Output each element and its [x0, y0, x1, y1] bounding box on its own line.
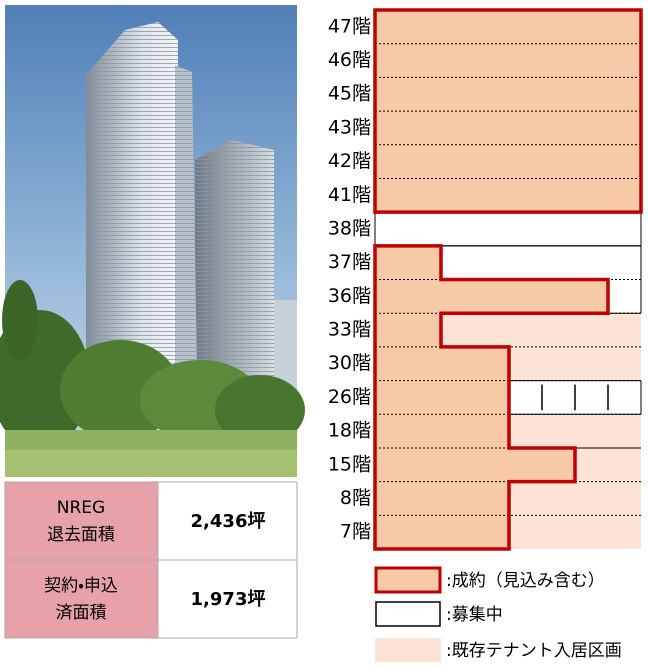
body: NREG 退去面積 2,436坪 契約・申込 済面積 1,973坪 47階 46階… [0, 0, 648, 664]
table-value: 2,436坪 [191, 511, 266, 532]
vacant-area [441, 246, 641, 280]
floor-label: 7階 [340, 521, 371, 543]
contracted-area [375, 280, 608, 314]
contracted-area [375, 482, 509, 516]
contracted-area [375, 44, 641, 78]
contracted-area [375, 381, 509, 415]
contracted-area [375, 145, 641, 179]
contracted-area [375, 448, 575, 482]
floor-label: 18階 [328, 420, 371, 442]
contracted-area [375, 414, 509, 448]
table-label: NREG [57, 498, 105, 518]
table-value: 1,973坪 [191, 589, 266, 610]
floor-label: 33階 [328, 319, 371, 341]
floor-label: 46階 [328, 49, 371, 71]
legend-swatch [376, 568, 440, 592]
legend-label: :募集中 [446, 605, 503, 625]
existing-tenant-area [509, 414, 641, 448]
table-label: 契約・申込 [44, 576, 118, 596]
table-cell [5, 560, 158, 638]
contracted-area [375, 111, 641, 145]
vacant-area [375, 212, 641, 246]
floor-label: 15階 [328, 453, 371, 475]
figure: NREG 退去面積 2,436坪 契約・申込 済面積 1,973坪 47階 46階… [0, 0, 648, 664]
floor-label: 45階 [328, 83, 371, 105]
existing-tenant-area [509, 515, 641, 549]
contracted-area [375, 313, 441, 347]
floor-label: 30階 [328, 352, 371, 374]
floor-label: 37階 [328, 251, 371, 273]
vacant-area [608, 280, 641, 314]
legend: :成約（見込み含む） :募集中 :既存テナント入居区画 [375, 568, 622, 662]
table-cell [5, 482, 158, 560]
building-photo [0, 5, 305, 477]
contracted-area [375, 246, 441, 280]
existing-tenant-area [509, 347, 641, 381]
legend-label: :既存テナント入居区画 [446, 641, 622, 661]
floor-label: 8階 [340, 487, 371, 509]
floor-label: 36階 [328, 285, 371, 307]
floor-label: 38階 [328, 217, 371, 239]
existing-tenant-area [509, 482, 641, 516]
contracted-area [375, 347, 509, 381]
floor-diagram: 47階 46階 45階 43階 42階 41階 38階 37階 36階 33階 30階 26階 18階 1… [328, 10, 641, 549]
contracted-area [375, 515, 509, 549]
floor-label: 42階 [328, 150, 371, 172]
floor-label: 41階 [328, 184, 371, 206]
legend-swatch [375, 638, 441, 662]
legend-swatch [376, 602, 440, 626]
existing-tenant-area [441, 313, 641, 347]
contracted-area [375, 178, 641, 212]
legend-label: :成約（見込み含む） [446, 571, 605, 591]
floor-label: 43階 [328, 116, 371, 138]
table-label: 退去面積 [47, 525, 115, 545]
page: Floor status {"table": {"rows": [ {"labe… [0, 0, 648, 664]
existing-tenant-area [575, 448, 641, 482]
contracted-area [375, 77, 641, 111]
floor-label: 26階 [328, 386, 371, 408]
floor-label: 47階 [328, 15, 371, 37]
contracted-area [375, 10, 641, 44]
area-table: NREG 退去面積 2,436坪 契約・申込 済面積 1,973坪 [5, 482, 297, 638]
table-label: 済面積 [56, 603, 107, 623]
